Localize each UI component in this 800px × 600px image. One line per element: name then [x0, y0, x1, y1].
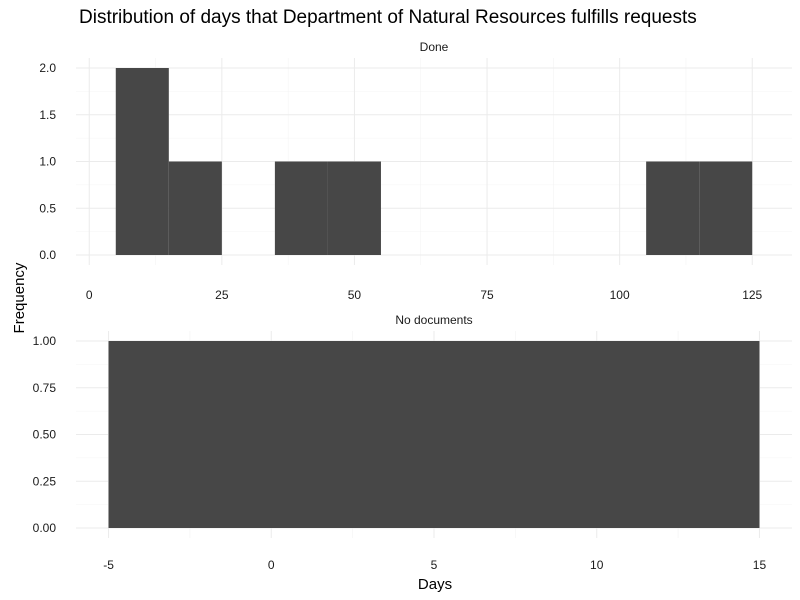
y-tick-label: 0.25	[33, 474, 57, 488]
histogram-bar	[274, 161, 328, 255]
x-tick-label: -5	[103, 558, 114, 572]
histogram-bar	[327, 161, 381, 255]
histogram-bar	[646, 161, 700, 255]
y-tick-label: 1.0	[39, 155, 56, 169]
x-tick-label: 0	[268, 558, 275, 572]
chart-title: Distribution of days that Department of …	[79, 7, 697, 28]
facet-strip-label: No documents	[395, 313, 472, 327]
x-tick-label: 75	[480, 288, 494, 302]
x-tick-label: 5	[431, 558, 438, 572]
y-tick-label: 0.75	[33, 381, 57, 395]
x-tick-label: 15	[753, 558, 767, 572]
y-tick-label: 0.00	[33, 521, 57, 535]
y-tick-label: 0.5	[39, 201, 56, 215]
x-tick-label: 125	[742, 288, 762, 302]
x-tick-label: 25	[215, 288, 229, 302]
y-tick-label: 2.0	[39, 61, 56, 75]
panel-no-documents: No documents 0.00 0.25 0.50 0.75 1.00 -5 0 5 10 15	[33, 313, 792, 572]
histogram-bar	[108, 341, 760, 528]
x-axis-title: Days	[418, 576, 452, 593]
y-tick-label: 0.50	[33, 428, 57, 442]
x-tick-label: 100	[610, 288, 630, 302]
y-tick-label: 1.00	[33, 334, 57, 348]
x-tick-label: 0	[86, 288, 93, 302]
x-tick-label: 10	[590, 558, 604, 572]
y-axis-title: Frequency	[11, 262, 28, 333]
histogram-bar	[699, 161, 753, 255]
y-tick-label: 0.0	[39, 248, 56, 262]
facet-strip-label: Done	[420, 40, 449, 54]
histogram-bar	[168, 161, 222, 255]
panel-done: Done 0.0 0.5 1.0 1.5 2.0 0 25 50 75 100 125	[39, 40, 792, 302]
histogram-bar	[115, 68, 169, 255]
y-tick-label: 1.5	[39, 108, 56, 122]
x-tick-label: 50	[348, 288, 362, 302]
